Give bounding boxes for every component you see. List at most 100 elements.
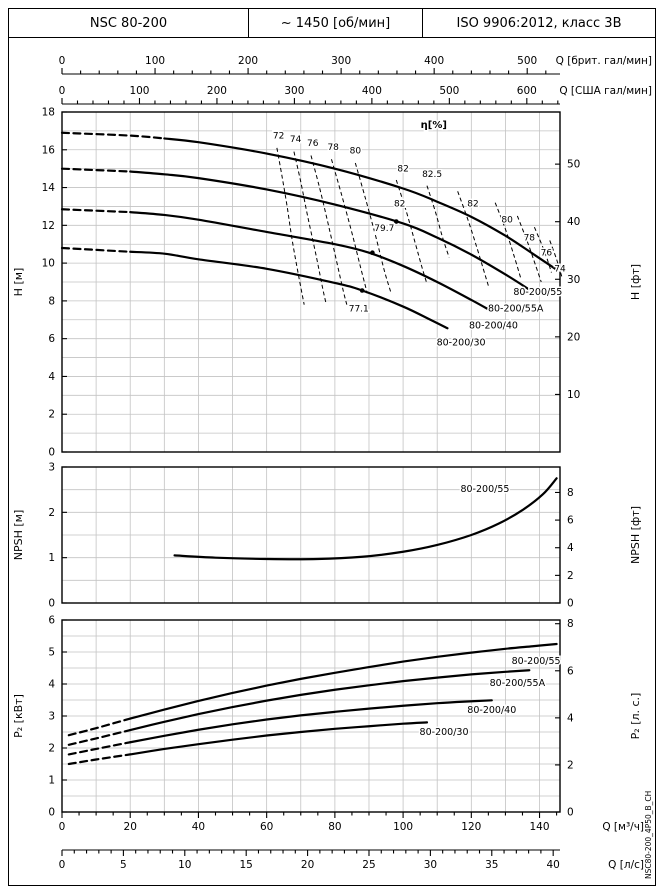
chart-label: 80-200/30 (437, 337, 486, 348)
tick-label: 15 (240, 859, 253, 871)
axis-title: NPSH [м] (12, 510, 25, 561)
header-bar: NSC 80-200 ~ 1450 [об/мин] ISO 9906:2012… (8, 8, 656, 38)
tick-label: 60 (260, 821, 273, 833)
tick-label: 200 (207, 85, 227, 97)
tick-label: 25 (362, 859, 375, 871)
tick-label: 0 (48, 447, 55, 459)
chart-label: 82 (394, 199, 405, 209)
document-code: NSC80-200_4P50_B_CH (644, 791, 653, 879)
tick-label: 500 (439, 85, 459, 97)
curve-80-200/30 (129, 250, 449, 330)
tick-label: 5 (48, 647, 55, 659)
tick-label: 16 (42, 144, 56, 156)
curve-80-200/30 (129, 721, 429, 756)
tick-label: 500 (517, 55, 537, 67)
curve-80-200/55A (60, 167, 132, 173)
axis-title: H [фт] (629, 264, 642, 300)
chart-label: 82 (397, 165, 408, 175)
tick-label: 8 (48, 295, 55, 307)
chart-label: 80 (501, 216, 513, 226)
tick-label: 40 (567, 216, 580, 228)
tick-label: 4 (567, 542, 574, 554)
tick-label: 120 (461, 821, 481, 833)
tick-label: 1 (48, 552, 55, 564)
tick-label: 600 (517, 85, 537, 97)
chart-label: 74 (554, 265, 566, 275)
tick-label: 4 (48, 371, 55, 383)
tick-label: 20 (567, 331, 580, 343)
tick-label: 0 (59, 85, 66, 97)
tick-label: 140 (530, 821, 550, 833)
chart-label: 79.7 (374, 224, 394, 234)
duty-point-marker (359, 288, 365, 293)
chart-label: 80-200/55 (513, 287, 562, 298)
tick-label: 20 (124, 821, 137, 833)
tick-label: 2 (48, 743, 55, 755)
chart-label: 82.5 (422, 170, 442, 180)
q-axis: 0 100 200 300 400 500 600 Q [США гал/мин] (59, 85, 652, 105)
axis-title: Q [брит. гал/мин] (556, 55, 652, 67)
tick-label: 0 (48, 807, 55, 819)
efficiency-contour (330, 159, 368, 294)
tick-label: 3 (48, 711, 55, 723)
tick-label: 0 (567, 598, 574, 610)
curve-80-200/55A (67, 728, 132, 746)
tick-label: 4 (48, 679, 55, 691)
tick-label: 2 (567, 759, 574, 771)
tick-label: 80 (328, 821, 341, 833)
tick-label: 35 (485, 859, 498, 871)
q-axis: 0 100 200 300 400 500 Q [брит. гал/мин] (59, 55, 652, 75)
chart-label: 80-200/40 (469, 320, 518, 331)
tick-label: 14 (42, 182, 56, 194)
tick-label: 8 (567, 618, 574, 630)
axis-title: Q [м³/ч] (602, 821, 644, 833)
efficiency-contour (494, 202, 522, 279)
chart-label: 74 (290, 135, 302, 145)
tick-label: 400 (424, 55, 444, 67)
curve-80-200/40 (67, 741, 132, 756)
curve-80-200/30 (60, 246, 132, 253)
curve-80-200/55 (129, 642, 558, 720)
q-axis: 0 20 40 60 80 100 120 140 Q [м³/ч] (59, 812, 644, 833)
axis-title: NPSH [фт] (629, 506, 642, 564)
tick-label: 10 (567, 389, 580, 401)
power-chart-panel: 0 1 2 3 4 5 6 0 2 4 6 8 80-200/55 80-200/55A 80-200/40… (48, 615, 574, 819)
chart-label: 78 (327, 143, 339, 153)
q-axis: 0 5 10 15 20 25 30 35 40 Q [л/с] (59, 849, 644, 871)
efficiency-contour (276, 147, 305, 305)
chart-label: 77.1 (349, 304, 369, 314)
chart-label: η[%] (421, 120, 447, 131)
axis-title: Q [л/с] (608, 859, 644, 871)
tick-label: 100 (145, 55, 165, 67)
tick-label: 12 (42, 220, 55, 232)
tick-label: 5 (120, 859, 127, 871)
tick-label: 3 (48, 462, 55, 474)
curve-80-200/55 (173, 477, 558, 561)
efficiency-contour (395, 179, 428, 285)
tick-label: 2 (48, 507, 55, 519)
tick-label: 50 (567, 159, 580, 171)
tick-label: 1 (48, 775, 55, 787)
tick-label: 8 (567, 487, 574, 499)
tick-label: 0 (59, 55, 66, 67)
chart-label: 76 (541, 249, 553, 259)
axis-title: Q [США гал/мин] (559, 85, 652, 97)
axis-title: P₂ [л. с.] (629, 693, 642, 740)
chart-label: 80-200/55A (490, 678, 546, 689)
efficiency-contour (457, 191, 489, 286)
duty-point-marker (393, 219, 399, 224)
tick-label: 300 (284, 85, 304, 97)
tick-label: 20 (301, 859, 314, 871)
curve-80-200/40 (129, 211, 493, 313)
tick-label: 6 (567, 665, 574, 677)
curve-80-200/55A (129, 669, 531, 732)
tick-label: 400 (362, 85, 382, 97)
tick-label: 6 (567, 515, 574, 527)
tick-label: 4 (567, 712, 574, 724)
tick-label: 100 (129, 85, 149, 97)
tick-label: 2 (48, 409, 55, 421)
efficiency-contour (533, 227, 552, 273)
curve-80-200/30 (67, 753, 132, 766)
chart-label: 80 (350, 147, 362, 157)
